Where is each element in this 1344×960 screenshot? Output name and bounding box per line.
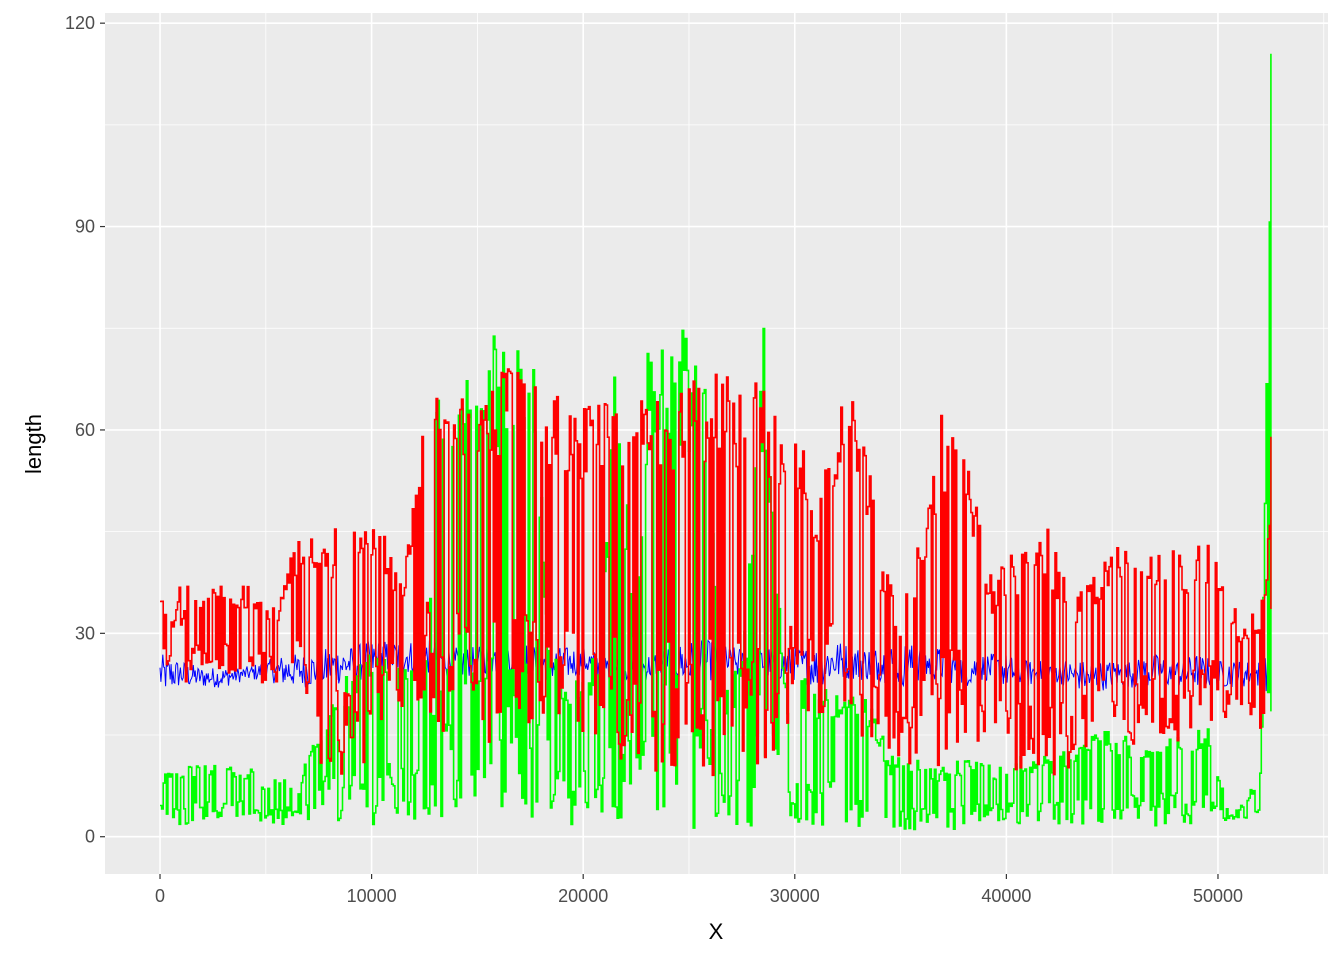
x-tick-label: 20000 <box>558 886 608 906</box>
y-tick-label: 120 <box>65 13 95 33</box>
x-tick-label: 10000 <box>347 886 397 906</box>
y-tick-label: 30 <box>75 623 95 643</box>
red-series-line <box>160 368 1272 777</box>
x-tick-label: 30000 <box>770 886 820 906</box>
y-axis-ticks: 0 30 60 90 120 <box>65 13 105 847</box>
x-tick-label: 40000 <box>981 886 1031 906</box>
x-axis-ticks: 0 10000 20000 30000 40000 50000 <box>155 874 1243 906</box>
y-tick-label: 60 <box>75 420 95 440</box>
x-tick-label: 0 <box>155 886 165 906</box>
green-series-line <box>160 53 1272 831</box>
y-axis-title: length <box>21 414 46 474</box>
x-tick-label: 50000 <box>1193 886 1243 906</box>
y-tick-label: 0 <box>85 827 95 847</box>
x-axis-title: X <box>709 919 724 944</box>
series-layer <box>159 53 1272 831</box>
y-tick-label: 90 <box>75 217 95 237</box>
